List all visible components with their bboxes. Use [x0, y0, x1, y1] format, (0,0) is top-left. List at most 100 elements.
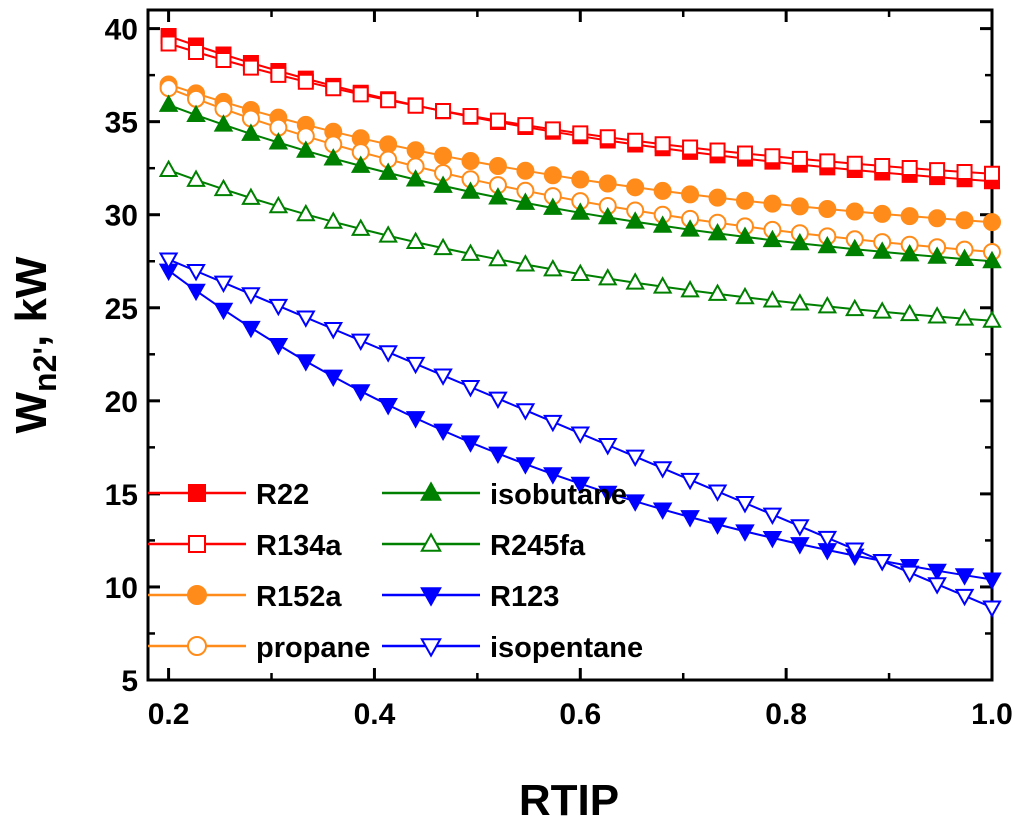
isopentane-marker [433, 368, 453, 386]
r134a-marker [874, 157, 891, 174]
isobutane-marker [872, 241, 892, 259]
r134a-marker [352, 86, 369, 103]
r245fa-marker [158, 159, 179, 178]
r245fa-marker [680, 279, 700, 298]
r134a-marker [709, 142, 726, 159]
r245fa-marker [460, 243, 481, 261]
r245fa-marker [405, 231, 426, 250]
isobutane-marker [405, 169, 426, 187]
isobutane-marker [350, 155, 371, 173]
r152a-marker [955, 211, 974, 230]
y-tick-label: 20 [105, 386, 138, 419]
legend-label: R152a [256, 581, 342, 613]
isobutane-marker [982, 250, 1002, 269]
isobutane-marker [186, 104, 206, 123]
isobutane-marker [735, 226, 755, 244]
isobutane-marker [817, 235, 838, 254]
propane-marker [187, 636, 207, 656]
r134a-marker [956, 163, 973, 180]
r123-marker [762, 530, 783, 549]
r245fa-marker [625, 272, 645, 290]
r245fa-marker [927, 306, 947, 324]
legend-item-isobutane: isobutane [382, 479, 627, 511]
r152a-marker [845, 202, 864, 221]
y-tick-label: 40 [105, 14, 138, 47]
isobutane-marker [515, 192, 536, 210]
r152a-marker [543, 166, 562, 185]
r134a-marker [242, 59, 259, 76]
x-tick-label: 0.6 [559, 698, 601, 731]
y-tick-label: 25 [105, 293, 138, 326]
x-axis-title: RTIP [519, 776, 619, 825]
r134a-marker [517, 117, 534, 134]
r134a-marker [435, 102, 452, 119]
r22-marker [188, 484, 206, 502]
r134a-marker [188, 535, 206, 553]
isobutane-marker [460, 181, 481, 199]
r134a-marker [627, 132, 644, 149]
r245fa-marker [213, 178, 234, 197]
isopentane-marker [872, 554, 892, 572]
isopentane-marker [241, 287, 261, 305]
isopentane-marker [954, 588, 975, 607]
r245fa-marker [515, 254, 536, 272]
r152a-marker [735, 191, 754, 210]
r152a-marker [653, 181, 672, 200]
isobutane-marker [707, 222, 728, 241]
r123-marker [433, 423, 453, 442]
isobutane-marker [927, 246, 947, 264]
r123-marker [378, 398, 398, 416]
r134a-marker [215, 52, 232, 69]
legend-item-r152a: R152a [148, 581, 342, 613]
isopentane-marker [927, 577, 947, 595]
isobutane-marker [241, 123, 261, 141]
r123-marker [597, 485, 618, 504]
legend-item-r123: R123 [382, 581, 559, 613]
r245fa-marker [845, 298, 865, 317]
r134a-marker [764, 148, 781, 165]
r152a-marker [406, 141, 425, 160]
r152a-marker [873, 204, 892, 223]
series-isobutane [158, 94, 1002, 269]
r134a-marker [380, 92, 397, 109]
r245fa-marker [296, 203, 316, 222]
r123-marker [790, 537, 810, 555]
series-r152a [159, 75, 1001, 232]
r134a-marker [572, 125, 589, 142]
legend-label: isopentane [490, 632, 643, 664]
r134a-marker [819, 153, 836, 170]
isobutane-marker [323, 148, 344, 166]
r134a-marker [188, 43, 205, 60]
r152a-marker [488, 157, 507, 176]
isobutane-marker [268, 132, 289, 150]
plot-frame [146, 8, 994, 682]
y-tick-label: 15 [105, 479, 138, 512]
r134a-marker [599, 129, 616, 146]
r134a-marker [929, 162, 946, 179]
isopentane-marker [460, 380, 481, 398]
y-tick-label: 30 [105, 200, 138, 233]
series-isopentane [158, 252, 1002, 618]
isopentane-marker [570, 426, 591, 444]
series-propane [159, 79, 1001, 261]
r152a-marker [983, 213, 1001, 232]
isopentane-marker [350, 333, 371, 352]
isopentane-marker [790, 519, 810, 537]
isobutane-marker [680, 219, 700, 237]
isobutane-marker [378, 162, 398, 180]
r245fa-marker [954, 308, 975, 326]
r123-marker [460, 435, 481, 453]
isopentane-marker [268, 298, 289, 317]
r152a-marker [626, 178, 645, 197]
r152a-marker [598, 174, 617, 193]
r152a-marker [818, 200, 837, 219]
propane-marker [159, 79, 178, 98]
isopentane-marker [405, 356, 426, 375]
r134a-marker [297, 73, 314, 90]
r123-marker [405, 411, 426, 429]
x-tick-label: 0.4 [354, 698, 396, 731]
isopentane-marker [899, 565, 920, 584]
legend-item-r245fa: R245fa [382, 530, 586, 562]
isobutane-marker [845, 238, 865, 257]
r245fa-marker [378, 225, 398, 243]
